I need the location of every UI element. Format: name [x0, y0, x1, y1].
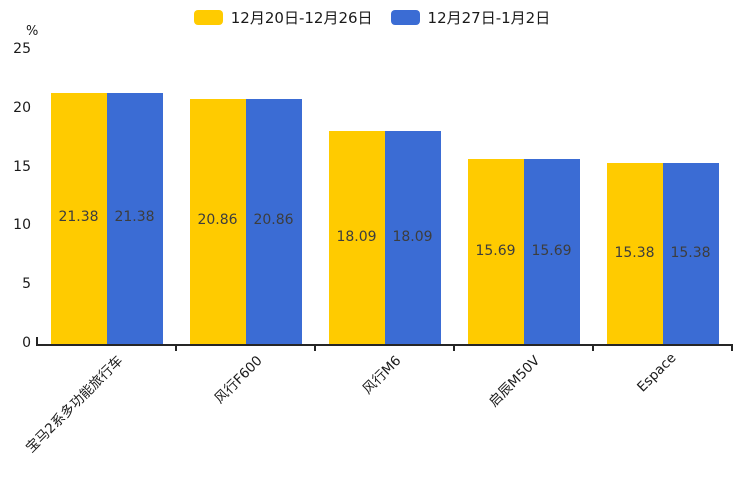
legend-label-week2: 12月27日-1月2日 — [427, 9, 551, 27]
bar-series1-风行F600 — [189, 98, 246, 344]
legend-swatch-week2 — [390, 10, 420, 25]
y-tick-label-20: 20 — [13, 99, 31, 116]
x-category-label-风行M6: 风行M6 — [359, 352, 405, 398]
x-axis-tick — [592, 346, 594, 351]
legend-label-week1: 12月20日-12月26日 — [230, 9, 373, 27]
bar-series2-风行M6 — [384, 131, 441, 344]
y-tick-label-5: 5 — [22, 276, 31, 293]
bar-series1-Espace — [606, 163, 663, 344]
x-axis-tick — [731, 346, 733, 351]
legend-swatch-week1 — [193, 10, 223, 25]
y-tick-label-10: 10 — [13, 217, 31, 234]
bar-series2-启辰M50V — [523, 159, 580, 344]
legend-entry-week2: 12月27日-1月2日 — [390, 7, 551, 28]
bar-value-label: 15.69 — [531, 242, 572, 259]
bar-value-label: 21.38 — [58, 209, 99, 226]
x-category-label-风行F600: 风行F600 — [211, 352, 266, 407]
bar-value-label: 20.86 — [197, 212, 238, 229]
bar-series1-启辰M50V — [467, 159, 524, 344]
y-tick-label-15: 15 — [13, 158, 31, 175]
x-axis-tick — [175, 346, 177, 351]
legend: 12月20日-12月26日 12月27日-1月2日 — [0, 7, 744, 28]
x-axis-tick — [453, 346, 455, 351]
bar-value-label: 20.86 — [253, 212, 294, 229]
bar-value-label: 18.09 — [336, 228, 377, 245]
x-category-label-启辰M50V: 启辰M50V — [486, 352, 544, 411]
bar-series1-风行M6 — [328, 131, 385, 344]
y-tick-label-0: 0 — [22, 335, 31, 351]
bar-value-label: 18.09 — [392, 228, 433, 245]
bar-value-label: 15.38 — [614, 244, 655, 261]
x-axis-line — [36, 344, 733, 346]
y-axis-unit-label: % — [26, 24, 39, 39]
bar-series2-宝马2系多功能旅行车 — [106, 92, 163, 344]
y-tick-label-25: 25 — [13, 41, 31, 57]
bar-value-label: 15.69 — [475, 242, 516, 259]
bar-series2-Espace — [662, 163, 719, 344]
bar-series2-风行F600 — [245, 98, 302, 344]
x-axis-tick — [314, 346, 316, 351]
bar-value-label: 21.38 — [114, 209, 155, 226]
x-category-label-Espace: Espace — [634, 350, 680, 396]
axis-left-stub — [36, 337, 38, 344]
bar-value-label: 15.38 — [670, 244, 711, 261]
x-category-label-宝马2系多功能旅行车: 宝马2系多功能旅行车 — [23, 352, 127, 457]
legend-entry-week1: 12月20日-12月26日 — [193, 7, 373, 28]
bar-series1-宝马2系多功能旅行车 — [50, 92, 107, 344]
